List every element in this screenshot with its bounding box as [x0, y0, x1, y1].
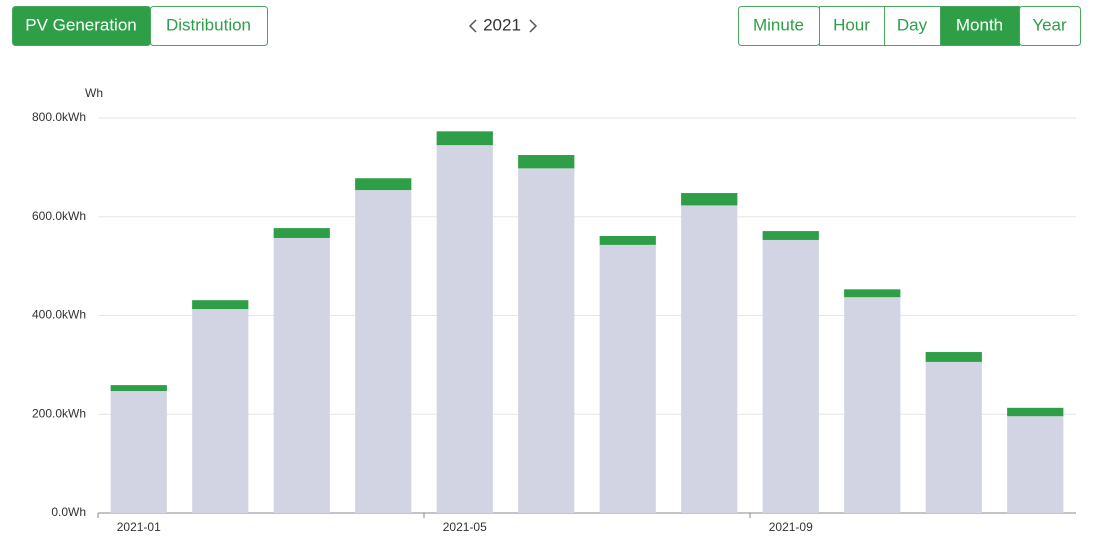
bar-segment: [925, 361, 982, 513]
y-tick-label: 200.0kWh: [32, 406, 86, 420]
tab-label[interactable]: Day: [897, 15, 928, 34]
bar-segment: [599, 236, 656, 245]
tab-button[interactable]: [150, 6, 268, 46]
bar-segment: [844, 289, 901, 298]
tab-label[interactable]: Month: [956, 15, 1003, 34]
bar-segment: [192, 309, 249, 513]
bar-segment: [110, 391, 167, 513]
bar-segment: [355, 178, 412, 191]
tab-label[interactable]: Minute: [753, 15, 804, 34]
bar-segment: [925, 352, 982, 362]
tab-label[interactable]: Distribution: [166, 15, 251, 34]
bar-segment: [762, 239, 819, 514]
y-tick-label: 800.0kWh: [32, 110, 86, 124]
bar-segment: [436, 131, 493, 146]
tab-label[interactable]: Hour: [833, 15, 870, 34]
next-year[interactable]: [529, 19, 538, 33]
bar-segment: [1007, 407, 1064, 417]
bar-segment: [273, 228, 330, 238]
y-axis-label: Wh: [85, 86, 103, 100]
bar-segment: [844, 297, 901, 513]
year-label: 2021: [483, 15, 521, 34]
bar-segment: [518, 155, 575, 169]
tab-button[interactable]: [940, 6, 1020, 46]
tab-button[interactable]: [884, 6, 941, 46]
x-tick-label: 2021-09: [769, 520, 813, 534]
bar-segment: [681, 205, 738, 514]
bar-segment: [355, 190, 412, 513]
bar-segment: [518, 168, 575, 514]
bar-segment: [436, 145, 493, 513]
prev-year[interactable]: [468, 19, 477, 33]
tab-button[interactable]: [1019, 6, 1081, 46]
tab-label[interactable]: Year: [1032, 15, 1067, 34]
y-tick-label: 600.0kWh: [32, 209, 86, 223]
x-tick-label: 2021-05: [443, 520, 487, 534]
bar-segment: [681, 193, 738, 206]
bar-segment: [1007, 416, 1064, 513]
y-tick-label: 400.0kWh: [32, 308, 86, 322]
bar-segment: [273, 237, 330, 513]
bar-segment: [192, 300, 249, 310]
bar-segment: [599, 244, 656, 514]
bar-segment: [762, 231, 819, 240]
y-tick-label: 0.0Wh: [51, 505, 86, 519]
tab-label[interactable]: PV Generation: [25, 15, 137, 34]
x-tick-label: 2021-01: [117, 520, 161, 534]
bar-segment: [110, 385, 167, 392]
